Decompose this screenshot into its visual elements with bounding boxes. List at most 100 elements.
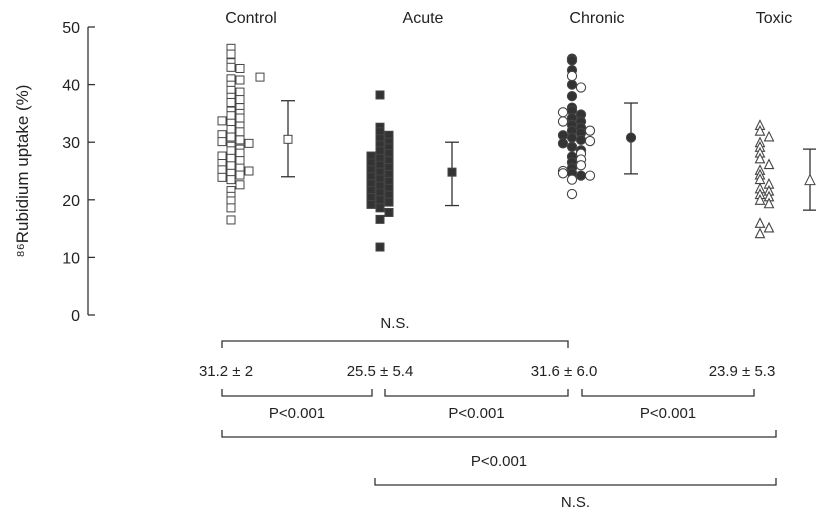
data-point — [366, 199, 376, 209]
data-point — [375, 203, 385, 213]
data-point — [754, 152, 766, 164]
data-point — [235, 156, 245, 166]
data-point — [235, 135, 245, 145]
comparison-bracket: P<0.001 — [581, 389, 755, 422]
data-point — [235, 95, 245, 105]
bracket-line — [374, 478, 777, 486]
data-point — [584, 170, 596, 181]
data-point — [566, 90, 578, 102]
data-point — [584, 125, 596, 136]
y-tick-label: 0 — [71, 308, 80, 325]
data-point — [235, 75, 245, 85]
data-point — [226, 203, 236, 213]
data-point — [375, 195, 385, 205]
y-tick-label: 30 — [62, 135, 80, 152]
data-point — [217, 116, 227, 126]
data-point — [255, 72, 265, 82]
data-point — [557, 116, 569, 127]
data-point — [235, 170, 245, 180]
y-axis-title: ⁸⁶Rubidium uptake (%) — [13, 85, 32, 258]
data-point — [244, 166, 254, 176]
data-point — [375, 214, 385, 224]
bracket-line — [581, 389, 755, 397]
data-point — [557, 107, 569, 118]
comparison-bracket: P<0.001 — [384, 389, 569, 422]
significance-label: P<0.001 — [269, 405, 325, 422]
bracket-line — [221, 430, 777, 438]
data-point — [226, 215, 236, 225]
data-point — [754, 217, 766, 228]
data-point — [375, 90, 385, 100]
error-bar-toxic — [803, 148, 816, 211]
data-point — [235, 63, 245, 73]
group-label-chronic: Chronic — [569, 10, 624, 27]
data-point — [763, 130, 775, 142]
data-point — [584, 135, 596, 147]
data-point — [754, 227, 766, 239]
data-point — [557, 138, 569, 149]
mean-marker — [625, 132, 637, 143]
data-point — [226, 49, 236, 59]
data-points — [217, 43, 775, 252]
stat-toxic: 23.9 ± 5.3 — [709, 363, 776, 380]
data-point — [375, 242, 385, 252]
bracket-line — [221, 340, 569, 348]
group-label-toxic: Toxic — [756, 10, 792, 27]
data-point — [244, 138, 254, 148]
mean-marker — [283, 134, 293, 144]
mean-marker — [447, 167, 457, 177]
data-point — [566, 141, 578, 152]
data-point — [575, 170, 587, 181]
data-point — [226, 62, 236, 72]
data-point — [754, 124, 766, 136]
data-point — [566, 70, 578, 82]
significance-label: P<0.001 — [640, 405, 696, 422]
data-point — [566, 132, 578, 143]
y-tick-label: 10 — [62, 250, 80, 267]
mean-error-bars — [281, 100, 816, 211]
y-axis: 0 10 20 30 40 50 — [62, 20, 95, 325]
data-point — [217, 151, 227, 161]
data-point — [235, 180, 245, 190]
data-point — [384, 197, 394, 207]
significance-brackets: N.S. P<0.001 P<0.001 P<0.001 P<0.001 N.S. — [221, 315, 777, 511]
stat-chronic: 31.6 ± 6.0 — [531, 363, 598, 380]
data-point — [763, 197, 775, 209]
data-point — [575, 134, 587, 146]
stat-control: 31.2 ± 2 — [199, 363, 253, 380]
y-tick-label: 50 — [62, 20, 80, 37]
data-point — [235, 127, 245, 137]
data-point — [217, 165, 227, 175]
data-point — [226, 146, 236, 156]
stat-acute: 25.5 ± 5.4 — [347, 363, 414, 380]
error-bar-chronic — [624, 102, 638, 175]
data-point — [566, 79, 578, 90]
bracket-line — [221, 389, 373, 397]
data-point — [375, 146, 385, 156]
y-tick-label: 20 — [62, 193, 80, 210]
data-point — [566, 188, 578, 200]
data-point — [235, 148, 245, 158]
data-point — [226, 161, 236, 171]
data-point — [235, 113, 245, 123]
data-point — [217, 137, 227, 147]
comparison-bracket: N.S. — [221, 315, 569, 348]
significance-label: P<0.001 — [448, 405, 504, 422]
data-point — [557, 168, 569, 179]
error-bar-acute — [445, 141, 459, 207]
data-point — [566, 55, 578, 66]
data-point — [754, 194, 766, 205]
y-tick-label: 40 — [62, 78, 80, 95]
group-statistics: 31.2 ± 2 25.5 ± 5.4 31.6 ± 6.0 23.9 ± 5.3 — [199, 363, 775, 380]
error-bar-control — [281, 100, 295, 178]
significance-label: P<0.001 — [471, 453, 527, 470]
data-point — [226, 153, 236, 163]
data-point — [226, 125, 236, 135]
data-point — [226, 132, 236, 142]
mean-marker — [804, 173, 816, 186]
comparison-bracket: P<0.001 — [221, 430, 777, 470]
data-point — [384, 207, 394, 217]
data-point — [763, 158, 775, 170]
data-point — [575, 160, 587, 171]
